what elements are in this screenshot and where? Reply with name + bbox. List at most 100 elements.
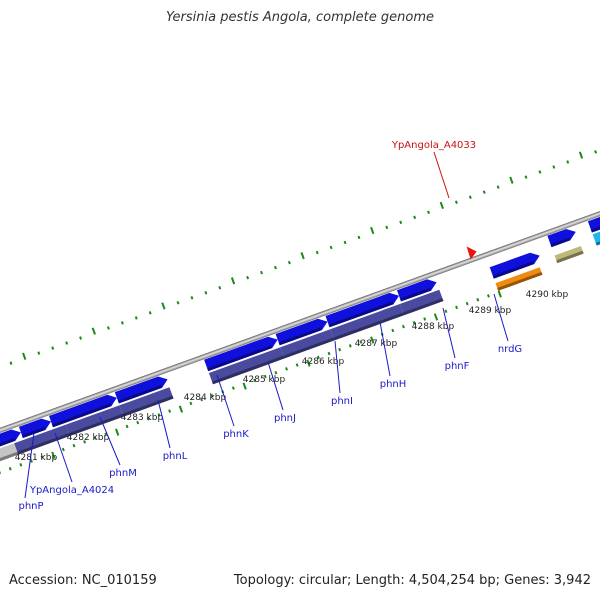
kbp-label: 4287 kbp <box>355 339 398 349</box>
tick-mark <box>253 378 257 383</box>
gene-leader-line <box>442 307 456 359</box>
tick-mark <box>509 176 514 184</box>
tick-mark <box>370 226 375 235</box>
gene-shadow <box>328 301 394 328</box>
kbp-label: 4290 kbp <box>526 290 569 300</box>
tick-mark <box>51 451 56 459</box>
gene-shadow <box>400 287 432 302</box>
tick-mark <box>306 359 311 367</box>
tick-mark <box>148 311 152 315</box>
tick-mark <box>465 301 469 306</box>
gene-label-phnI: phnI <box>331 396 353 407</box>
tick-mark <box>497 290 502 298</box>
genome-summary-text: Topology: circular; Length: 4,504,254 bp… <box>233 573 591 588</box>
tick-mark <box>40 455 44 459</box>
tick-mark <box>22 352 27 360</box>
tick-mark <box>231 386 235 390</box>
tick-mark <box>72 443 76 448</box>
gene-shadow <box>122 395 174 417</box>
tick-mark <box>115 428 120 436</box>
tick-mark <box>524 175 528 179</box>
tick-mark <box>357 235 361 240</box>
gene-label-phnH: phnH <box>380 379 407 390</box>
tick-mark <box>8 466 12 471</box>
tick-mark <box>329 245 333 250</box>
tick-mark <box>83 440 87 444</box>
gene-leader-line <box>24 432 35 499</box>
tick-mark <box>260 270 263 275</box>
tick-mark <box>61 447 65 452</box>
tick-mark <box>538 170 542 174</box>
tick-mark <box>476 298 480 302</box>
tick-mark <box>496 185 500 189</box>
tick-mark <box>359 340 363 344</box>
gene-label-phnL: phnL <box>163 451 188 462</box>
tick-mark <box>19 463 23 467</box>
gene-shadow <box>492 261 535 279</box>
tick-mark <box>486 294 490 298</box>
highlight-leader-line <box>433 151 450 199</box>
inner-tick-track <box>0 290 502 474</box>
tick-mark <box>385 225 389 230</box>
tick-mark <box>30 459 33 463</box>
genome-backbone <box>0 193 600 444</box>
tick-mark <box>189 401 193 406</box>
backbone-layer <box>0 193 600 444</box>
kbp-label: 4281 kbp <box>15 453 58 463</box>
gene-label-YpAngola_A4024: YpAngola_A4024 <box>29 485 114 496</box>
tick-mark <box>146 417 150 421</box>
tick-mark <box>338 347 342 352</box>
tick-mark <box>594 150 598 154</box>
tick-mark <box>161 302 166 310</box>
tick-mark <box>9 361 13 365</box>
tick-mark <box>482 190 486 194</box>
tick-mark <box>51 346 55 350</box>
gene-shadow <box>21 427 46 438</box>
gene-shadow <box>212 355 285 385</box>
tick-mark <box>120 321 124 325</box>
tick-mark <box>327 351 331 356</box>
tick-mark <box>91 327 96 335</box>
tick-mark <box>230 277 236 285</box>
tick-mark <box>413 215 417 220</box>
gene-shadow <box>207 345 273 372</box>
gene-shape <box>204 336 278 372</box>
gene-shape <box>325 292 399 328</box>
gene-shadow <box>402 298 444 316</box>
gene-shadow <box>117 384 163 404</box>
gene-leader-line <box>334 340 341 394</box>
kbp-label: 4289 kbp <box>469 306 512 316</box>
tick-mark <box>274 370 278 375</box>
gene-shadow <box>550 237 571 248</box>
tick-mark <box>412 321 416 325</box>
tick-mark <box>455 305 459 310</box>
gene-leader-line <box>267 361 284 411</box>
gene-labels: phnP YpAngola_A4024 phnM phnL phnK phnJ phnI ph… <box>18 140 522 512</box>
tick-mark <box>316 355 320 360</box>
tick-mark <box>190 296 194 300</box>
gene-shadow <box>69 413 124 436</box>
gene-shadow <box>556 250 584 264</box>
tick-mark <box>370 336 375 344</box>
gene-shadow <box>278 327 322 346</box>
gene-shape <box>547 229 576 248</box>
accession-text: Accession: NC_010159 <box>9 573 157 588</box>
kbp-label: 4288 kbp <box>412 322 455 332</box>
tick-mark <box>566 160 570 164</box>
tick-mark <box>246 275 250 280</box>
tick-mark <box>348 344 352 348</box>
tick-mark <box>218 285 222 290</box>
tick-mark <box>125 424 129 429</box>
tick-mark <box>399 220 403 225</box>
gene-shadow <box>52 403 112 428</box>
tick-mark <box>178 405 184 413</box>
tick-mark <box>423 317 427 321</box>
tick-mark <box>106 326 110 330</box>
tick-mark <box>176 301 180 305</box>
tick-mark <box>295 363 299 367</box>
gene-leader-line <box>54 432 73 483</box>
tick-mark <box>468 195 472 199</box>
tick-mark <box>210 393 214 398</box>
gene-shape <box>119 387 174 417</box>
